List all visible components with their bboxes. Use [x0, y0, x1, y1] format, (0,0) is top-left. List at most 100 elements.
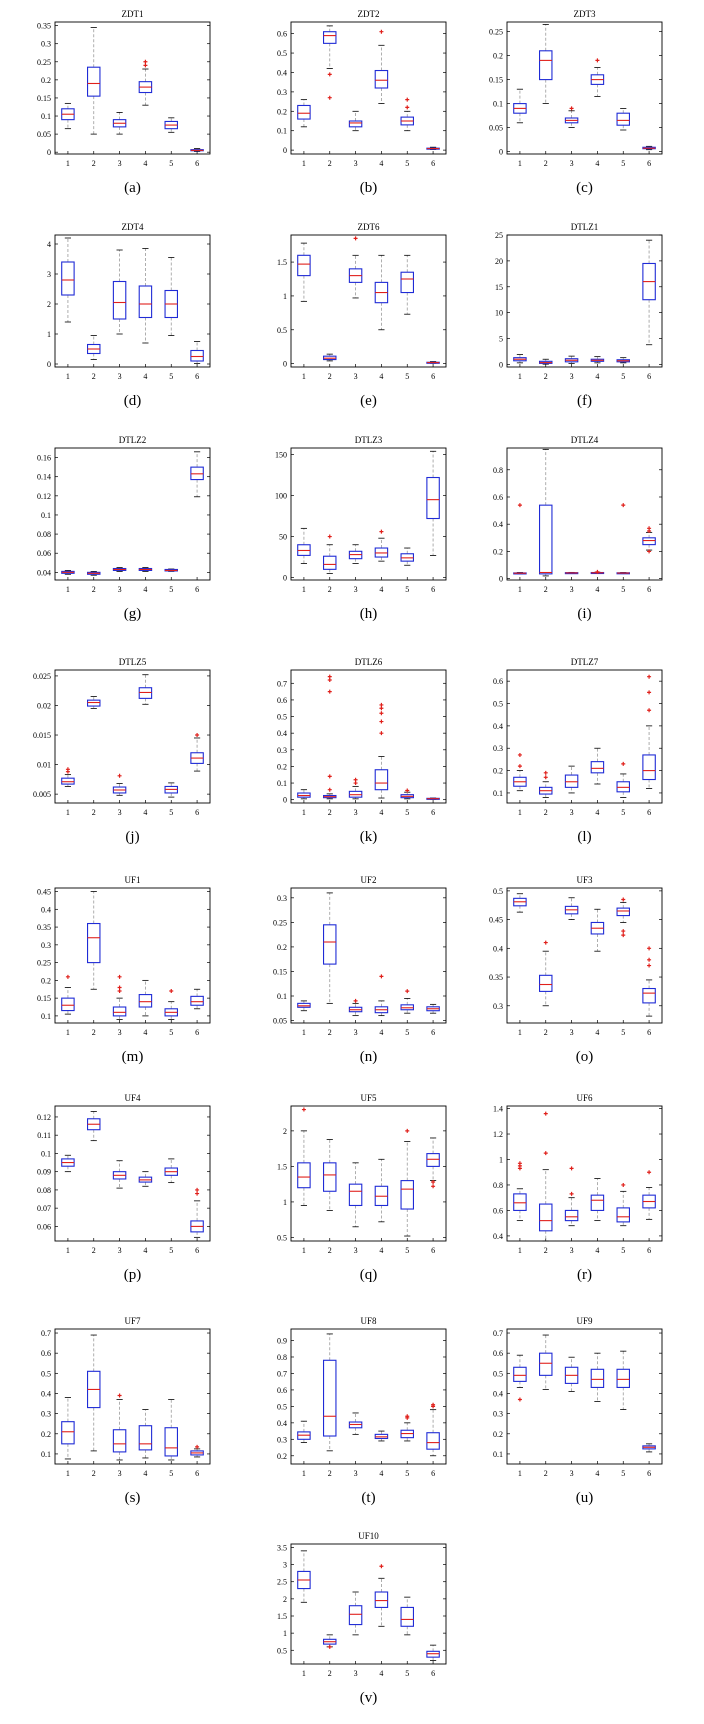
axes-frame: [54, 887, 211, 1024]
y-tick-label: 0: [283, 574, 287, 583]
box-2: [87, 27, 101, 135]
y-tick-label: 0.5: [277, 1233, 287, 1242]
box-1: [513, 503, 527, 575]
outlier-marker: [195, 1444, 200, 1449]
iqr-box: [538, 50, 553, 81]
x-tick-label: 1: [302, 372, 306, 381]
panel-title: DTLZ3: [355, 435, 383, 445]
box-5: [164, 257, 179, 336]
y-tick-label: 0.45: [489, 916, 503, 925]
axes-frame: [54, 1328, 211, 1465]
y-tick-label: 2.5: [277, 1578, 287, 1587]
box-3: [348, 1412, 363, 1435]
box-6: [190, 451, 204, 498]
y-tick-label: 150: [275, 451, 287, 460]
panel-dtlz5: DTLZ5 0.005 0.01 0.015 0.02 0.025 1 2 3 4 5 6 (j): [33, 657, 211, 845]
box-4: [374, 1430, 389, 1442]
x-tick-label: 1: [302, 159, 306, 168]
x-tick-label: 4: [595, 372, 599, 381]
x-tick-label: 4: [379, 1469, 383, 1478]
x-tick-label: 5: [169, 808, 173, 817]
x-tick-label: 1: [66, 372, 70, 381]
box-6: [426, 450, 440, 556]
box-4: [590, 1178, 605, 1222]
y-tick-label: 0.4: [277, 729, 287, 738]
x-tick-label: 4: [143, 808, 147, 817]
box-2: [322, 25, 337, 100]
iqr-box: [616, 1207, 630, 1223]
box-2: [87, 696, 101, 709]
outlier-marker: [143, 59, 148, 64]
box-3: [112, 249, 127, 335]
y-tick-label: 0: [499, 148, 503, 157]
y-tick-label: 0.06: [37, 1222, 51, 1231]
outlier-marker: [327, 774, 332, 779]
outlier-marker: [517, 1161, 522, 1166]
y-tick-label: 0: [499, 575, 503, 584]
x-tick-label: 2: [92, 1028, 96, 1037]
box-4: [138, 979, 153, 1017]
box-4: [374, 974, 389, 1017]
iqr-box: [564, 1209, 579, 1222]
x-tick-label: 4: [143, 585, 147, 594]
y-tick-label: 0.15: [273, 967, 287, 976]
panel-title: UF9: [576, 1316, 593, 1326]
outlier-marker: [379, 719, 384, 724]
x-tick-label: 4: [379, 1669, 383, 1678]
box-3: [564, 355, 579, 364]
box-3: [348, 777, 363, 800]
x-tick-label: 6: [647, 372, 651, 381]
box-5: [400, 254, 414, 315]
box-5: [400, 97, 414, 132]
box-5: [164, 782, 179, 798]
x-tick-label: 6: [431, 808, 435, 817]
y-tick-label: 0.5: [493, 700, 503, 709]
outlier-marker: [353, 777, 358, 782]
box-4: [374, 529, 389, 562]
y-tick-label: 0.5: [277, 49, 287, 58]
box-2: [322, 892, 337, 1004]
panel-uf9: UF9 0.1 0.2 0.3 0.4 0.5 0.6 0.7 1 2 3 4 5 6 (u): [493, 1316, 663, 1506]
panel-uf7: UF7 0.1 0.2 0.3 0.4 0.5 0.6 0.7 1 2 3 4 5 6 (s): [41, 1316, 211, 1506]
box-1: [513, 893, 527, 913]
box-5: [400, 788, 414, 800]
iqr-box: [616, 907, 630, 917]
iqr-box: [297, 104, 311, 120]
x-tick-label: 5: [169, 372, 173, 381]
x-tick-label: 5: [405, 808, 409, 817]
box-3: [348, 1162, 363, 1228]
x-tick-label: 3: [570, 1469, 574, 1478]
panel-uf1: UF1 0.1 0.15 0.2 0.25 0.3 0.35 0.4 0.45 1 2 3 4 5 6 (m): [37, 875, 211, 1065]
box-2: [538, 448, 553, 577]
y-tick-label: 1: [499, 1155, 503, 1164]
box-6: [426, 361, 440, 364]
y-tick-label: 0.11: [37, 1131, 51, 1140]
x-tick-label: 3: [118, 585, 122, 594]
outlier-marker: [517, 503, 522, 508]
box-6: [426, 1003, 440, 1014]
x-tick-label: 5: [405, 159, 409, 168]
x-tick-label: 2: [92, 159, 96, 168]
y-tick-label: 2: [283, 1127, 287, 1136]
box-5: [616, 1350, 630, 1410]
box-6: [190, 988, 204, 1010]
y-tick-label: 1: [283, 1629, 287, 1638]
iqr-box: [374, 1591, 389, 1608]
panel-title: ZDT3: [574, 9, 596, 19]
x-tick-label: 6: [195, 585, 199, 594]
x-tick-label: 5: [169, 1028, 173, 1037]
box-5: [400, 1414, 414, 1442]
y-tick-label: 20: [495, 257, 503, 266]
panel-label: (t): [361, 1490, 375, 1506]
y-tick-label: 4: [47, 240, 51, 249]
panel-label: (v): [360, 1690, 378, 1706]
x-tick-label: 6: [647, 808, 651, 817]
outlier-marker: [117, 1393, 122, 1398]
outlier-marker: [543, 770, 548, 775]
y-tick-label: 0.4: [41, 905, 51, 914]
y-tick-label: 0.7: [277, 679, 287, 688]
iqr-box: [322, 1359, 337, 1437]
x-tick-label: 6: [195, 372, 199, 381]
axes-frame: [506, 447, 663, 581]
iqr-box: [590, 1368, 605, 1388]
